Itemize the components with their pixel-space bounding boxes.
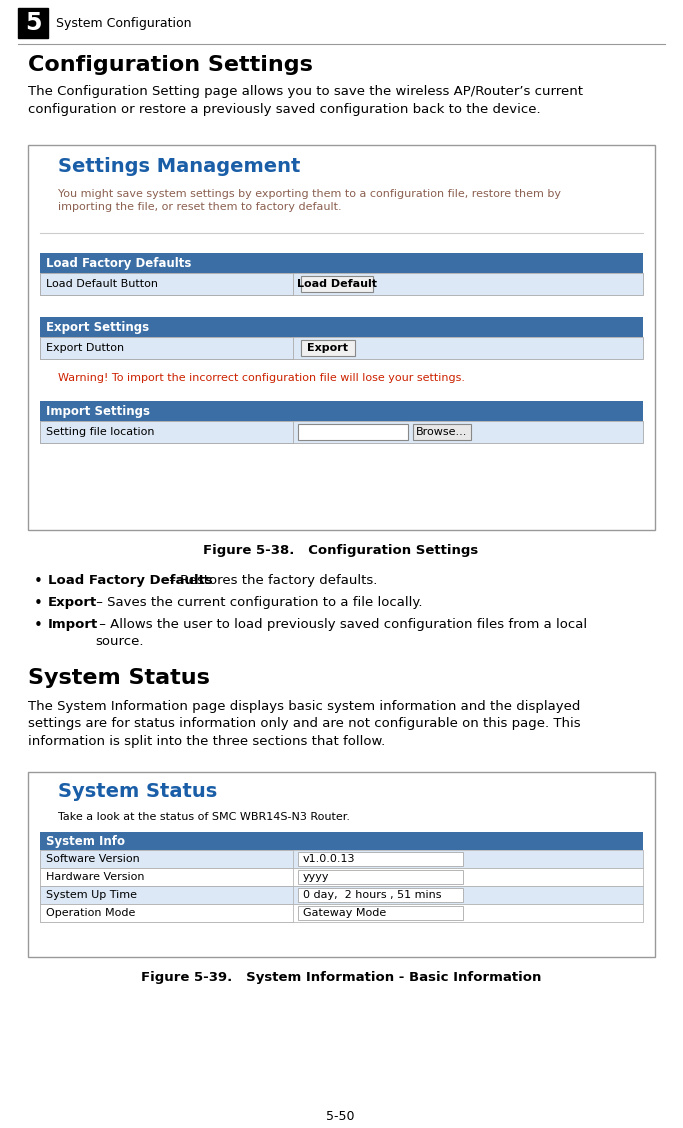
Text: Export Dutton: Export Dutton xyxy=(46,343,124,353)
Text: 5-50: 5-50 xyxy=(326,1110,354,1123)
Text: Browse...: Browse... xyxy=(417,428,468,437)
Bar xyxy=(40,869,643,885)
Bar xyxy=(298,906,463,920)
Bar xyxy=(298,888,463,902)
Bar xyxy=(301,340,355,356)
Bar xyxy=(18,8,48,38)
Bar xyxy=(413,424,471,440)
Bar xyxy=(28,772,655,957)
Text: Warning! To import the incorrect configuration file will lose your settings.: Warning! To import the incorrect configu… xyxy=(58,373,465,384)
Text: System Status: System Status xyxy=(28,668,210,688)
Text: Configuration Settings: Configuration Settings xyxy=(28,55,313,74)
Text: Export: Export xyxy=(48,596,97,609)
Bar xyxy=(40,337,643,359)
Bar xyxy=(40,317,643,337)
Text: – Restores the factory defaults.: – Restores the factory defaults. xyxy=(165,574,378,587)
Bar xyxy=(40,885,293,904)
Text: The Configuration Setting page allows you to save the wireless AP/Router’s curre: The Configuration Setting page allows yo… xyxy=(28,85,583,115)
Text: System Status: System Status xyxy=(58,782,217,801)
Text: •: • xyxy=(33,618,42,633)
Text: yyyy: yyyy xyxy=(303,872,329,882)
Text: Figure 5-39.   System Information - Basic Information: Figure 5-39. System Information - Basic … xyxy=(141,971,541,984)
Text: Export Settings: Export Settings xyxy=(46,320,149,334)
Bar xyxy=(298,424,408,440)
Text: Settings Management: Settings Management xyxy=(58,157,301,176)
Bar xyxy=(40,885,643,904)
Bar xyxy=(40,851,293,869)
Bar xyxy=(40,400,643,421)
Text: 0 day,  2 hours , 51 mins: 0 day, 2 hours , 51 mins xyxy=(303,890,441,900)
Text: Operation Mode: Operation Mode xyxy=(46,908,135,918)
Bar xyxy=(40,273,643,296)
Text: Load Default: Load Default xyxy=(297,279,377,289)
Bar xyxy=(40,421,293,443)
Text: Hardware Version: Hardware Version xyxy=(46,872,145,882)
Text: Figure 5-38.   Configuration Settings: Figure 5-38. Configuration Settings xyxy=(204,544,479,557)
Bar xyxy=(40,832,643,851)
Bar xyxy=(40,869,293,885)
Text: – Saves the current configuration to a file locally.: – Saves the current configuration to a f… xyxy=(92,596,423,609)
Text: You might save system settings by exporting them to a configuration file, restor: You might save system settings by export… xyxy=(58,190,561,212)
Text: •: • xyxy=(33,574,42,589)
Text: •: • xyxy=(33,596,42,611)
Bar xyxy=(40,337,293,359)
Bar xyxy=(301,276,373,292)
Text: Load Default Button: Load Default Button xyxy=(46,279,158,289)
Text: Load Factory Defaults: Load Factory Defaults xyxy=(48,574,212,587)
Text: v1.0.0.13: v1.0.0.13 xyxy=(303,854,355,864)
Text: 5: 5 xyxy=(25,11,41,35)
Text: – Allows the user to load previously saved configuration files from a local
sour: – Allows the user to load previously sav… xyxy=(95,618,587,647)
Text: System Up Time: System Up Time xyxy=(46,890,137,900)
Text: Software Version: Software Version xyxy=(46,854,140,864)
Bar xyxy=(40,904,643,922)
Text: Gateway Mode: Gateway Mode xyxy=(303,908,387,918)
Text: The System Information page displays basic system information and the displayed
: The System Information page displays bas… xyxy=(28,700,581,748)
Bar xyxy=(40,273,293,296)
Text: Import Settings: Import Settings xyxy=(46,405,150,417)
Bar xyxy=(40,851,643,869)
Bar xyxy=(40,904,293,922)
Text: Setting file location: Setting file location xyxy=(46,428,154,437)
Text: System Info: System Info xyxy=(46,835,125,847)
Text: Take a look at the status of SMC WBR14S-N3 Router.: Take a look at the status of SMC WBR14S-… xyxy=(58,812,350,822)
Bar xyxy=(40,253,643,273)
Bar xyxy=(298,870,463,884)
Bar xyxy=(28,146,655,530)
Text: Load Factory Defaults: Load Factory Defaults xyxy=(46,256,191,270)
Bar xyxy=(40,421,643,443)
Text: System Configuration: System Configuration xyxy=(56,18,191,30)
Bar xyxy=(298,852,463,866)
Text: Export: Export xyxy=(307,343,348,353)
Text: Import: Import xyxy=(48,618,98,631)
